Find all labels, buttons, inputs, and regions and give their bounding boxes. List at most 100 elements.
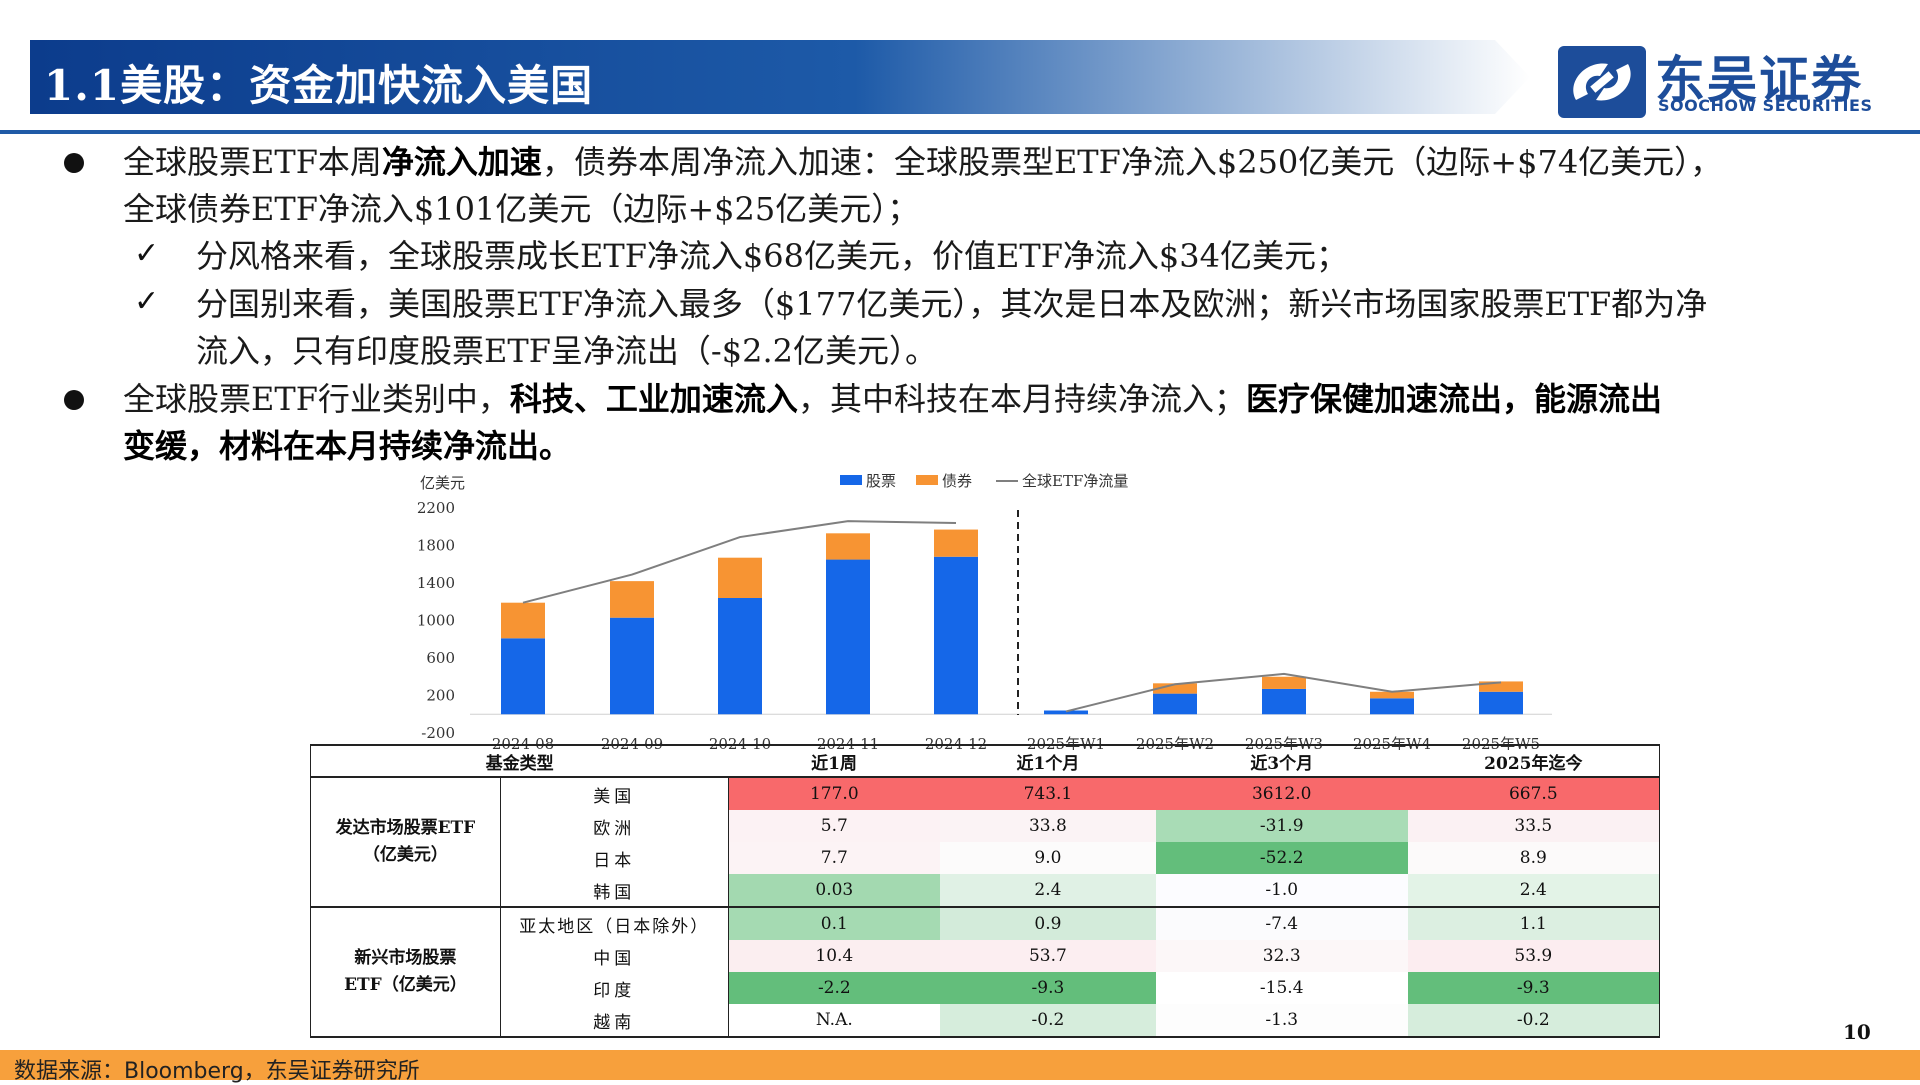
value-cell: -0.2 <box>1407 1004 1660 1037</box>
value-cell: 667.5 <box>1407 777 1660 810</box>
y-tick-label: 600 <box>426 649 455 667</box>
group-label: 新兴市场股票 ETF（亿美元） <box>310 906 501 1037</box>
value-cell: 1.1 <box>1407 906 1660 940</box>
bullet-dot <box>64 153 84 173</box>
header-cell: 2025年迄今 <box>1407 745 1660 778</box>
value-cell: 743.1 <box>940 777 1156 810</box>
group-label-line1: 新兴市场股票 <box>354 948 457 968</box>
check-item-2: 分国别来看，美国股票ETF净流入最多（$177亿美元），其次是日本及欧洲；新兴市… <box>196 281 1876 375</box>
y-tick-label: -200 <box>421 724 455 742</box>
value-cell: 7.7 <box>728 842 940 874</box>
y-tick-label: 1000 <box>417 612 455 630</box>
bullet-1-highlight: 净流入加速 <box>381 143 542 181</box>
page-title: 1.1美股：资金加快流入美国 <box>44 61 594 110</box>
bar-stock-weekly <box>1370 698 1414 715</box>
value-cell: 8.9 <box>1407 842 1660 874</box>
bar-bond-monthly <box>610 581 654 618</box>
bullet-1-text: 全球股票ETF本周 <box>123 143 382 181</box>
value-cell: 32.3 <box>1155 940 1408 972</box>
table-row: 韩国 0.03 2.4 -1.0 2.4 <box>311 874 1660 907</box>
line-total-monthly <box>522 520 957 604</box>
value-cell: -9.3 <box>1407 972 1660 1004</box>
bar-stock-monthly <box>610 617 654 715</box>
bar-stock-weekly <box>1044 710 1088 715</box>
value-cell: 177.0 <box>728 777 940 810</box>
footer-bar: 数据来源：Bloomberg，东吴证券研究所 <box>0 1050 1920 1084</box>
logo-text-en: SOOCHOW SECURITIES <box>1658 96 1873 115</box>
table-row: 欧洲 5.7 33.8 -31.9 33.5 <box>311 810 1660 842</box>
legend-label-stock: 股票 <box>866 472 896 490</box>
bullet-2-highlight-2: 医疗保健加速流出，能源流出 <box>1245 380 1662 418</box>
value-cell: 53.7 <box>940 940 1156 972</box>
check-item-1: 分风格来看，全球股票成长ETF净流入$68亿美元，价值ETF净流入$34亿美元； <box>196 237 1348 275</box>
bullet-dot <box>64 390 84 410</box>
value-cell: -7.4 <box>1155 906 1408 940</box>
logo-text-cn: 东吴证券 <box>1655 51 1863 109</box>
bar-stock-weekly <box>1262 688 1306 715</box>
value-cell: -1.0 <box>1155 874 1408 907</box>
value-cell: 2.4 <box>1407 874 1660 907</box>
check-icon: ✓ <box>134 236 160 271</box>
page-number: 10 <box>1843 1020 1871 1044</box>
y-tick-label: 200 <box>426 687 455 705</box>
value-cell: -15.4 <box>1155 972 1408 1004</box>
y-tick-label: 1800 <box>417 537 455 555</box>
bullet-2-highlight-3: 变缓，材料在本月持续净流出。 <box>123 427 572 465</box>
bullet-1-text-cont: ，债券本周净流入加速：全球股票型ETF净流入$250亿美元（边际+$74亿美元）… <box>541 143 1723 181</box>
value-cell: -0.2 <box>940 1004 1156 1037</box>
legend-swatch-bond <box>916 475 938 485</box>
value-cell: -1.3 <box>1155 1004 1408 1037</box>
bullet-2-highlight-1: 科技、工业加速流入 <box>509 380 798 418</box>
value-cell: 33.5 <box>1407 810 1660 842</box>
value-cell: -52.2 <box>1155 842 1408 874</box>
value-cell: -2.2 <box>728 972 940 1004</box>
value-cell: 33.8 <box>940 810 1156 842</box>
value-cell: -31.9 <box>1155 810 1408 842</box>
legend-label-bond: 债券 <box>942 472 972 490</box>
country-cell: 越南 <box>500 1004 729 1037</box>
check-icon: ✓ <box>134 284 160 319</box>
value-cell: 2.4 <box>940 874 1156 907</box>
group-label-line2: （亿美元） <box>362 845 448 865</box>
group-label: 发达市场股票ETF （亿美元） <box>310 777 501 907</box>
table-row: 日本 7.7 9.0 -52.2 8.9 <box>311 842 1660 874</box>
bar-stock-weekly <box>1153 693 1197 715</box>
header-rule <box>0 130 1920 134</box>
value-cell: 0.03 <box>728 874 940 907</box>
country-cell: 亚太地区（日本除外） <box>500 906 729 940</box>
table-row: 发达市场股票ETF （亿美元） 美国 177.0 743.1 3612.0 667.5 <box>310 777 1660 907</box>
y-tick-label: 1400 <box>417 574 455 592</box>
bar-stock-monthly <box>501 638 545 715</box>
bar-bond-weekly <box>1153 683 1197 694</box>
bar-stock-monthly <box>826 559 870 715</box>
etf-flow-table: 基金类型 近1周 近1个月 近3个月 2025年迄今 发达市场股票ETF （亿美元） 美国 17… <box>310 744 1660 1038</box>
country-cell: 印度 <box>500 972 729 1004</box>
bullet-2: 全球股票ETF行业类别中，科技、工业加速流入，其中科技在本月持续净流入；医疗保健… <box>123 376 1843 470</box>
value-cell: 3612.0 <box>1155 777 1408 810</box>
line-total-weekly <box>1065 672 1502 713</box>
bullet-1-line2: 全球债券ETF净流入$101亿美元（边际+$25亿美元）； <box>123 190 920 228</box>
legend-swatch-stock <box>840 475 862 485</box>
check-item-2-line2: 流入，只有印度股票ETF呈净流出（-$2.2亿美元）。 <box>196 332 937 370</box>
bar-bond-weekly <box>1370 691 1414 699</box>
country-cell: 日本 <box>500 842 729 874</box>
table-row: 新兴市场股票 ETF（亿美元） 亚太地区（日本除外） 0.1 0.9 -7.4 1.1 <box>310 906 1660 1037</box>
header-cell: 基金类型 <box>310 745 729 778</box>
table-row: 印度 -2.2 -9.3 -15.4 -9.3 <box>311 972 1660 1004</box>
bar-stock-weekly <box>1479 691 1523 715</box>
table-row: 中国 10.4 53.7 32.3 53.9 <box>311 940 1660 972</box>
header-banner <box>30 40 1530 114</box>
check-item-2-line1: 分国别来看，美国股票ETF净流入最多（$177亿美元），其次是日本及欧洲；新兴市… <box>196 285 1708 323</box>
bar-stock-monthly <box>934 556 978 715</box>
bar-bond-monthly <box>718 557 762 598</box>
country-cell: 欧洲 <box>500 810 729 842</box>
table-row: 越南 N.A. -0.2 -1.3 -0.2 <box>311 1004 1660 1037</box>
header-cell: 近3个月 <box>1155 745 1408 778</box>
legend-label-total: 全球ETF净流量 <box>1022 472 1128 490</box>
bullet-1: 全球股票ETF本周净流入加速，债券本周净流入加速：全球股票型ETF净流入$250… <box>123 139 1843 233</box>
bar-bond-monthly <box>934 529 978 557</box>
group-label-line2: ETF（亿美元） <box>344 975 467 995</box>
value-cell: 5.7 <box>728 810 940 842</box>
country-cell: 韩国 <box>500 874 729 907</box>
value-cell: 0.9 <box>940 906 1156 940</box>
